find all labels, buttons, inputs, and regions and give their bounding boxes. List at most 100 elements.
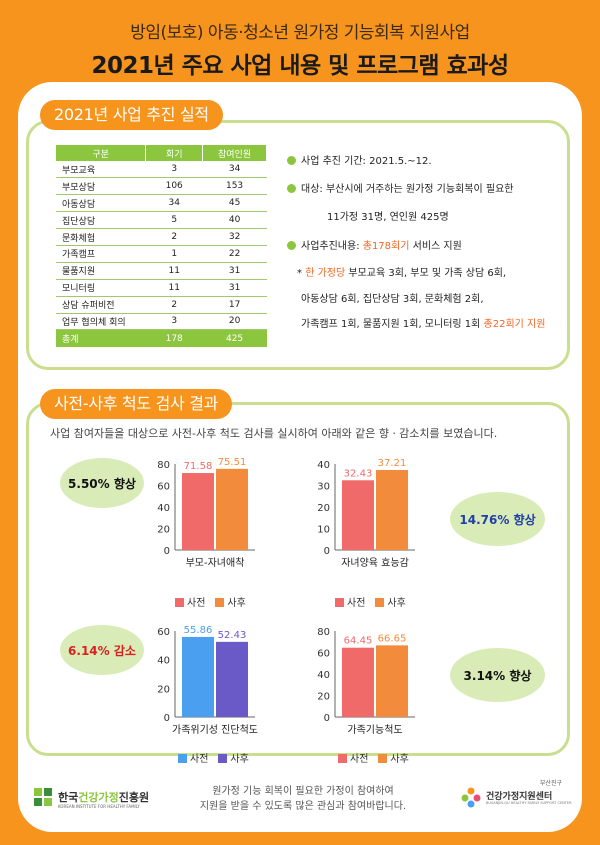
chart-legend: 사전 사후 (178, 750, 259, 765)
info-detail-1: * 한 가정당 부모교육 3회, 부모 및 가족 상담 6회, (297, 264, 506, 279)
y-tick-label: 20 (317, 692, 330, 703)
center-mark-icon (461, 787, 481, 808)
table-cell: 아동상담 (56, 194, 146, 213)
info-detail-2: 아동상담 6회, 집단상담 3회, 문화체험 2회, (301, 294, 484, 305)
detail-star: * (297, 268, 306, 279)
legend-item: 사후 (378, 754, 409, 765)
footer-message: 원가정 기능 회복이 필요한 가정이 참여하여 지원을 받을 수 있도록 많은 … (178, 784, 428, 814)
legend-item: 사후 (215, 598, 246, 609)
y-tick-label: 80 (317, 627, 330, 638)
category-label: 자녀양육 효능감 (341, 557, 409, 569)
chart-legend: 사전 사후 (335, 594, 416, 609)
table-cell: 업무 협의체 회의 (56, 313, 146, 331)
legend-label: 사후 (390, 754, 409, 765)
table-cell: 가족캠프 (56, 245, 146, 263)
section-scale-title: 사전-사후 척도 검사 결과 (40, 389, 233, 419)
y-tick-label: 40 (317, 670, 330, 681)
chart-parent-child-attachment: 0 20 40 60 80 71.58 75.51 부모-자녀애착 (150, 450, 265, 589)
table-row: 집단상담 5 40 (56, 211, 267, 230)
y-tick-label: 80 (157, 460, 170, 471)
table-cell: 5 (145, 211, 203, 230)
center-name: 건강가정지원센터 (486, 792, 553, 802)
table-header-row: 구분 회기 참여인원 (56, 145, 267, 161)
chart-legend: 사전 사후 (338, 750, 419, 765)
y-tick-label: 0 (164, 713, 170, 724)
info-target-text: 대상: 부산시에 거주하는 원가정 기능회복이 필요한 (301, 184, 514, 195)
table-cell: 31 (202, 262, 267, 280)
info-detail-3: 가족캠프 1회, 물품지원 1회, 모니터링 1회 총22회기 지원 (301, 315, 545, 330)
table-row: 가족캠프 1 22 (56, 245, 267, 263)
table-row: 물품지원 11 31 (56, 262, 267, 280)
center-english-name: BUSANJIN-GU HEALTHY FAMILY SUPPORT CENTE… (486, 801, 572, 805)
table-cell: 부모교육 (56, 161, 146, 179)
legend-swatch (378, 754, 388, 763)
legend-label: 사후 (387, 598, 406, 609)
legend-item: 사전 (335, 598, 365, 609)
change-badge: 3.14% 향상 (450, 648, 545, 702)
y-tick-label: 30 (317, 482, 330, 493)
table-cell: 11 (145, 279, 203, 297)
data-label: 66.65 (378, 633, 407, 644)
legend-swatch (375, 598, 385, 607)
table-cell: 106 (145, 177, 203, 196)
info-content-highlight: 총178회기 (362, 241, 410, 252)
table-cell: 1 (145, 245, 203, 263)
table-header: 구분 (56, 145, 147, 161)
bar-사후 (376, 469, 408, 550)
table-cell: 상담 슈퍼비전 (56, 296, 146, 314)
data-label: 37.21 (378, 458, 407, 469)
y-tick-label: 0 (164, 546, 170, 557)
legend-swatch (215, 598, 225, 607)
legend-item: 사후 (375, 598, 406, 609)
footer: 한국건강가정진흥원 KOREAN INSTITUTE FOR HEALTHY F… (18, 770, 582, 832)
legend-swatch (175, 598, 184, 607)
table-cell: 40 (202, 211, 267, 230)
y-tick-label: 40 (157, 503, 170, 514)
table-cell: 34 (202, 161, 267, 179)
detail-highlight: 한 가정당 (305, 268, 346, 279)
table-cell: 부모상담 (56, 177, 146, 196)
category-label: 가족위기성 진단척도 (172, 723, 258, 736)
table-cell: 3 (145, 161, 203, 179)
change-badge: 6.14% 감소 (60, 625, 144, 675)
footer-message-line: 원가정 기능 회복이 필요한 가정이 참여하여 (212, 786, 394, 797)
data-label: 75.51 (218, 457, 247, 468)
legend-label: 사후 (227, 598, 246, 609)
section-results-title: 2021년 사업 추진 실적 (40, 100, 223, 130)
kihf-name-part: 건강가정 (78, 791, 119, 804)
section-scale-box (26, 402, 570, 756)
legend-label: 사전 (350, 754, 369, 765)
data-label: 32.43 (344, 468, 373, 479)
legend-label: 사전 (187, 598, 206, 609)
legend-swatch (335, 598, 344, 607)
info-target: 대상: 부산시에 거주하는 원가정 기능회복이 필요한 (287, 180, 513, 195)
table-cell: 총계 (56, 329, 146, 347)
chart-legend: 사전 사후 (175, 594, 256, 609)
kihf-name-part: 진흥원 (118, 791, 150, 804)
kihf-name: 한국건강가정진흥원 (58, 789, 149, 805)
bullet-icon (287, 241, 296, 250)
chart-svg: 0 20 40 60 80 64.45 66.65 가족기능척도 (317, 627, 415, 736)
info-content-prefix: 사업추진내용: (301, 241, 363, 252)
results-table: 구분 회기 참여인원 부모교육 3 34 부모상담 106 153 아동상담 34 45 집단상담… (56, 145, 267, 347)
legend-label: 사전 (190, 754, 209, 765)
footer-message-line: 지원을 받을 수 있도록 많은 관심과 참여바랍니다. (199, 801, 407, 812)
y-tick-label: 40 (157, 656, 170, 667)
change-badge: 14.76% 향상 (450, 492, 545, 546)
table-cell: 3 (145, 313, 203, 331)
table-cell: 11 (145, 262, 203, 280)
data-label: 71.58 (184, 461, 213, 472)
info-period-text: 사업 추진 기간: 2021.5.~12. (301, 156, 432, 167)
bullet-icon (287, 156, 296, 165)
chart-parenting-efficacy: 0 10 20 30 40 32.43 37.21 자녀양육 효능감 (310, 450, 425, 589)
category-label: 부모-자녀애착 (186, 557, 245, 569)
legend-item: 사후 (218, 754, 249, 765)
data-label: 52.43 (218, 630, 247, 641)
bar-사후 (216, 641, 248, 717)
detail-highlight: 총22회기 지원 (483, 319, 546, 330)
table-cell: 34 (145, 194, 203, 213)
page-subtitle: 방임(보호) 아동·청소년 원가정 기능회복 지원사업 (130, 23, 470, 43)
info-content-suffix: 서비스 지원 (409, 241, 462, 252)
kihf-name-part: 한국 (58, 791, 79, 804)
chart-svg: 0 20 40 60 55.86 52.43 가족위기성 진단척도 (157, 625, 258, 736)
